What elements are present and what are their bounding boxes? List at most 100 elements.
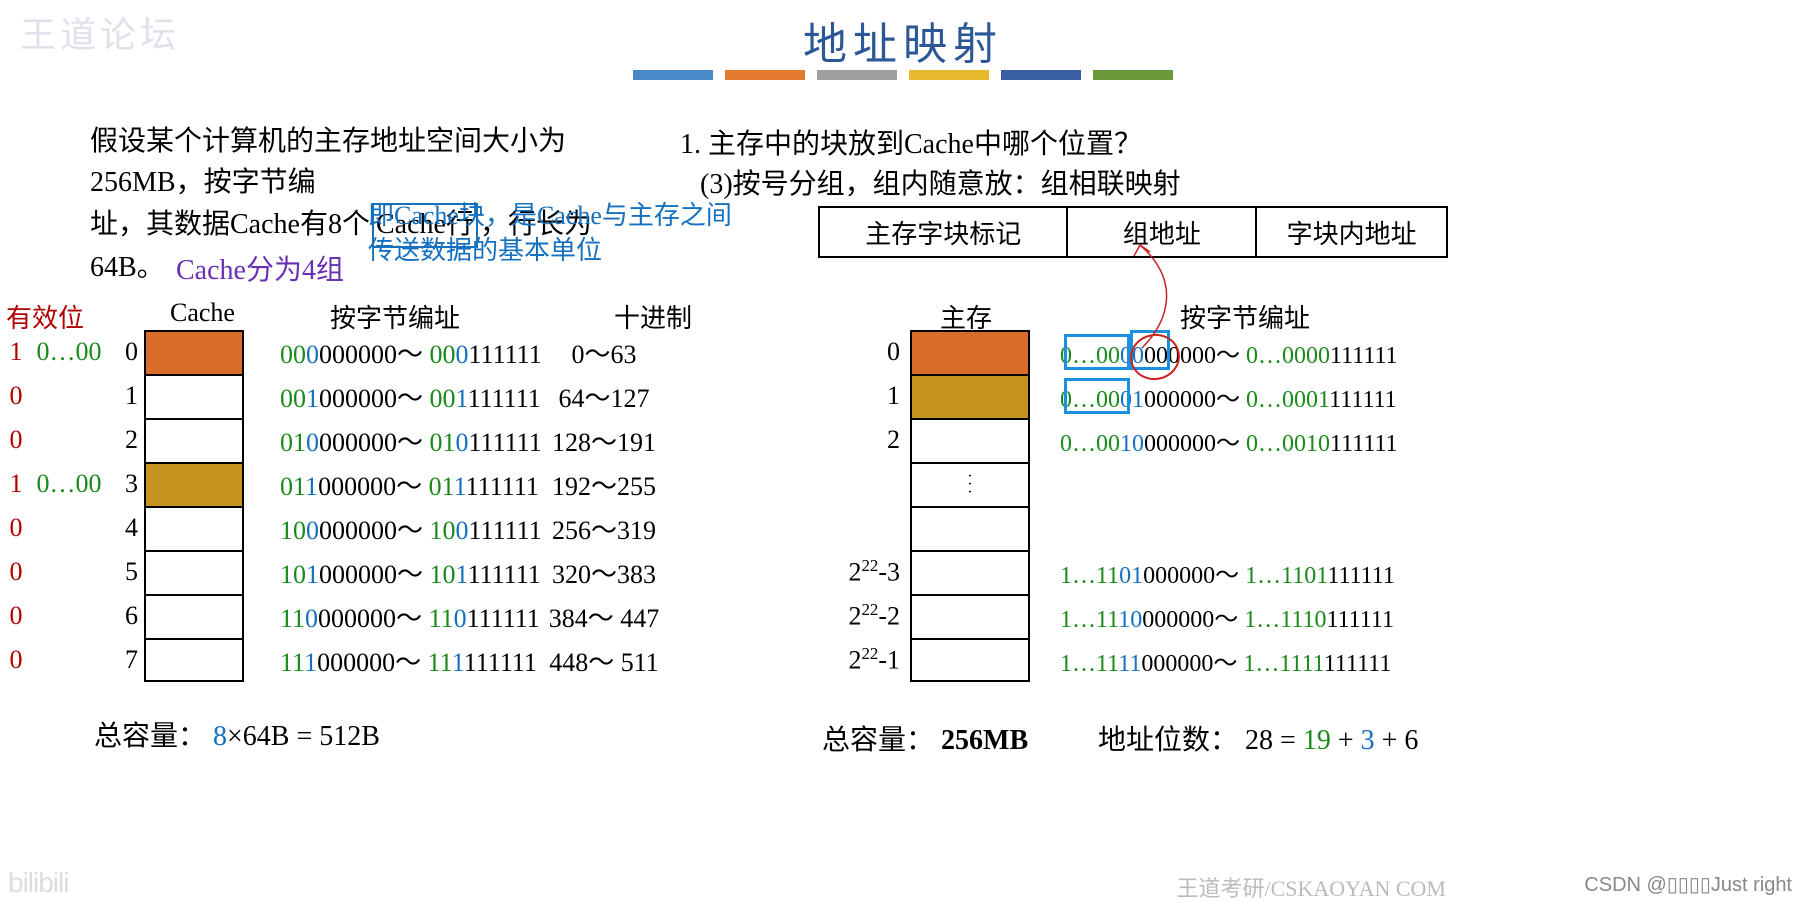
addr-bits-p2: + 6 xyxy=(1375,725,1419,756)
byte-addr-range: 100000000～ 100111111 xyxy=(244,510,534,547)
cache-row: 0 5 101000000～ 101111111320～383 xyxy=(0,550,760,594)
page-title: 地址映射 xyxy=(803,8,1003,72)
cache-block xyxy=(144,330,244,374)
cache-total-label: 总容量： xyxy=(94,721,206,752)
mem-addr-range: 1…1111000000～ 1…1111111111 xyxy=(1030,643,1391,678)
cache-row: 07111000000～ 111111111448～ 511 xyxy=(0,638,760,682)
watermark: 王道论坛 xyxy=(20,6,180,58)
memory-table: 00…0000000000～ 0…000011111110…0001000000… xyxy=(820,330,1500,682)
address-bits: 地址位数： 28 = 19 + 3 + 6 xyxy=(1098,718,1418,758)
valid-bit: 0 xyxy=(4,601,28,631)
memory-row: 222-3 1…1101000000～ 1…1101111111 xyxy=(820,550,1500,594)
mem-block xyxy=(910,506,1030,550)
mem-addr-range: 0…0010000000～ 0…0010111111 xyxy=(1030,423,1398,458)
addr-bits-p1: + xyxy=(1331,725,1361,756)
valid-bit: 0 xyxy=(4,425,28,455)
purple-annotation: Cache分为4组 xyxy=(176,248,344,288)
tag-bits: 0…00 xyxy=(28,469,110,499)
question-1: 1. 主存中的块放到Cache中哪个位置？ xyxy=(680,122,1142,162)
cache-total-rest: ×64B = 512B xyxy=(227,721,380,752)
question-1-sub: (3)按号分组，组内随意放：组相联映射 xyxy=(700,162,1181,202)
byte-addr-range: 101000000～ 101111111 xyxy=(244,554,534,591)
valid-bit: 1 xyxy=(4,469,28,499)
colorbar-segment xyxy=(633,70,713,80)
decimal-range: 0～63 xyxy=(534,334,674,371)
byte-addr-range: 110000000～ 110111111 xyxy=(244,598,534,635)
colorbar-segment xyxy=(909,70,989,80)
decimal-range: 320～383 xyxy=(534,554,674,591)
decimal-range: 128～191 xyxy=(534,422,674,459)
tag-bits: 0…00 xyxy=(28,337,110,367)
decimal-range: 256～319 xyxy=(534,510,674,547)
decimal-range: 384～ 447 xyxy=(534,598,674,635)
mem-index: 2 xyxy=(820,425,910,455)
annotation-box-1b xyxy=(1064,378,1130,414)
mem-index: 0 xyxy=(820,337,910,367)
cache-row: 02010000000～ 010111111128～191 xyxy=(0,418,760,462)
addr-format-cell: 字块内地址 xyxy=(1257,208,1446,256)
cache-row: 0 6 110000000～ 110111111384～ 447 xyxy=(0,594,760,638)
cache-index: 6 xyxy=(110,601,144,631)
cache-block xyxy=(144,550,244,594)
addr-bits-3: 3 xyxy=(1361,725,1375,756)
mem-addr-range: 1…1110000000～ 1…1110111111 xyxy=(1030,599,1394,634)
mem-total-label: 总容量： xyxy=(822,725,934,756)
cache-block xyxy=(144,462,244,506)
cache-index: 7 xyxy=(110,645,144,675)
byte-addr-range: 111000000～ 111111111 xyxy=(244,642,534,679)
colorbar-segment xyxy=(817,70,897,80)
cache-row: 01001000000～ 00111111164～127 xyxy=(0,374,760,418)
mem-block xyxy=(910,418,1030,462)
addr-bits-28: 28 = xyxy=(1245,725,1303,756)
byte-addr-range: 010000000～ 010111111 xyxy=(244,422,534,459)
valid-bit: 0 xyxy=(4,381,28,411)
memory-row-gap: ··· xyxy=(820,462,1500,506)
memory-row: 222-1 1…1111000000～ 1…1111111111 xyxy=(820,638,1500,682)
mem-block xyxy=(910,550,1030,594)
cache-index: 1 xyxy=(110,381,144,411)
valid-bit: 0 xyxy=(4,557,28,587)
annotation-box-1 xyxy=(1064,334,1130,370)
problem-line2a: 址，其数据Cache有8个 xyxy=(90,209,370,240)
mem-block: ··· xyxy=(910,462,1030,506)
colorbar xyxy=(633,70,1173,80)
blue-note-l1: 即Cache块，是Cache与主存之间 xyxy=(368,198,768,233)
memory-row: 222-21…1110000000～ 1…1110111111 xyxy=(820,594,1500,638)
addr-format-cell: 主存字块标记 xyxy=(820,208,1068,256)
mem-index: 222-3 xyxy=(820,556,910,588)
cache-table: 10…000000000000～ 0001111110～630100100000… xyxy=(0,330,760,682)
header-cache: Cache xyxy=(170,298,235,328)
bilibili-watermark: bilibili xyxy=(8,867,68,899)
colorbar-segment xyxy=(725,70,805,80)
cache-row: 10…003011000000～ 011111111192～255 xyxy=(0,462,760,506)
credit-kaoyan: 王道考研/CSKAOYAN COM xyxy=(1176,871,1446,903)
addr-bits-label: 地址位数： xyxy=(1098,725,1238,756)
cache-index: 0 xyxy=(110,337,144,367)
mem-block xyxy=(910,374,1030,418)
valid-bit: 1 xyxy=(4,337,28,367)
colorbar-segment xyxy=(1001,70,1081,80)
blue-annotation: 即Cache块，是Cache与主存之间 传送数据的基本单位 xyxy=(368,198,768,268)
memory-total: 总容量： 256MB xyxy=(822,718,1028,758)
addr-bits-19: 19 xyxy=(1303,725,1331,756)
cache-block xyxy=(144,638,244,682)
mem-index: 222-1 xyxy=(820,644,910,676)
memory-row-gap xyxy=(820,506,1500,550)
mem-block xyxy=(910,594,1030,638)
mem-total-val: 256MB xyxy=(941,725,1028,756)
cache-block xyxy=(144,506,244,550)
mem-addr-range: 1…1101000000～ 1…1101111111 xyxy=(1030,555,1395,590)
addr-format-cell: 组地址 xyxy=(1068,208,1257,256)
decimal-range: 64～127 xyxy=(534,378,674,415)
decimal-range: 448～ 511 xyxy=(534,642,674,679)
blue-note-l2: 传送数据的基本单位 xyxy=(368,233,768,268)
address-format-table: 主存字块标记组地址字块内地址 xyxy=(818,206,1448,258)
mem-block xyxy=(910,330,1030,374)
mem-block xyxy=(910,638,1030,682)
cache-block xyxy=(144,418,244,462)
cache-index: 5 xyxy=(110,557,144,587)
memory-row: 2 0…0010000000～ 0…0010111111 xyxy=(820,418,1500,462)
valid-bit: 0 xyxy=(4,513,28,543)
cache-row: 10…000000000000～ 0001111110～63 xyxy=(0,330,760,374)
cache-total-n: 8 xyxy=(213,721,227,752)
